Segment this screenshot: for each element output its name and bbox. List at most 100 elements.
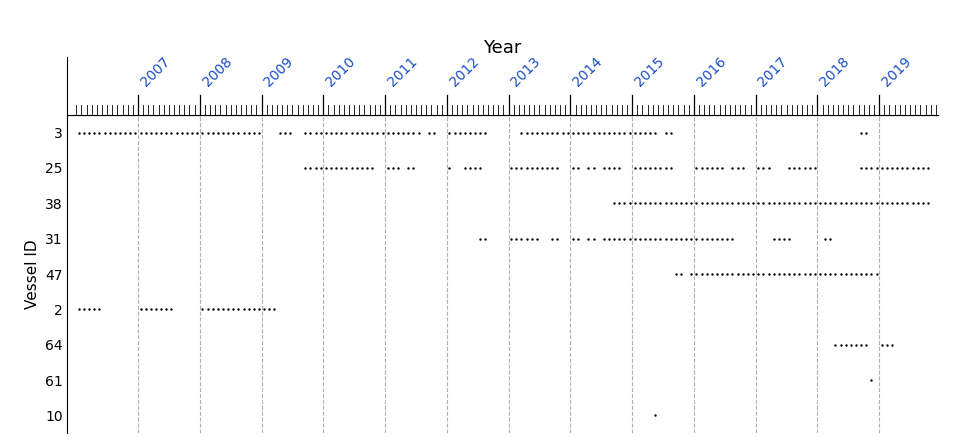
Point	[524, 235, 540, 242]
Point	[817, 271, 833, 278]
Point	[524, 129, 540, 136]
Point	[406, 164, 421, 171]
Point	[349, 129, 365, 136]
Point	[473, 164, 488, 171]
Point	[843, 271, 858, 278]
Point	[657, 200, 673, 207]
Point	[97, 129, 112, 136]
Point	[910, 200, 925, 207]
Point	[715, 200, 730, 207]
Point	[596, 129, 612, 136]
Point	[648, 412, 663, 419]
Point	[211, 129, 226, 136]
Point	[741, 271, 756, 278]
Point	[776, 235, 791, 242]
Point	[766, 200, 781, 207]
Point	[653, 235, 668, 242]
Point	[890, 200, 905, 207]
Point	[612, 235, 627, 242]
Point	[642, 164, 657, 171]
Point	[360, 164, 375, 171]
Point	[81, 306, 97, 313]
Point	[709, 200, 724, 207]
Point	[616, 235, 632, 242]
Point	[627, 200, 642, 207]
Point	[473, 129, 488, 136]
Point	[633, 129, 648, 136]
Point	[596, 164, 612, 171]
Point	[787, 164, 802, 171]
Point	[761, 200, 776, 207]
Point	[679, 235, 694, 242]
Point	[328, 164, 344, 171]
Point	[369, 129, 385, 136]
Point	[746, 271, 761, 278]
Point	[787, 200, 802, 207]
Point	[657, 129, 673, 136]
Point	[653, 200, 668, 207]
Point	[648, 200, 663, 207]
Point	[334, 129, 349, 136]
Point	[467, 129, 482, 136]
Point	[509, 235, 524, 242]
Point	[570, 235, 586, 242]
Point	[648, 164, 663, 171]
Point	[797, 271, 812, 278]
Point	[252, 129, 267, 136]
Point	[828, 200, 843, 207]
Point	[700, 235, 715, 242]
Point	[787, 271, 802, 278]
Point	[771, 200, 787, 207]
Point	[231, 306, 246, 313]
Point	[278, 129, 293, 136]
Point	[514, 129, 529, 136]
Point	[401, 164, 416, 171]
Point	[642, 200, 657, 207]
Point	[735, 164, 750, 171]
Point	[570, 164, 586, 171]
Point	[884, 200, 900, 207]
Point	[612, 164, 627, 171]
Point	[750, 200, 766, 207]
Point	[375, 129, 390, 136]
Point	[756, 271, 771, 278]
Point	[905, 164, 921, 171]
Point	[874, 341, 889, 348]
Point	[252, 306, 267, 313]
Point	[730, 200, 746, 207]
Point	[668, 235, 683, 242]
Point	[858, 164, 874, 171]
Point	[467, 164, 482, 171]
Point	[138, 129, 153, 136]
Point	[164, 306, 179, 313]
Point	[401, 129, 416, 136]
Point	[807, 271, 822, 278]
Point	[92, 129, 107, 136]
Point	[890, 164, 905, 171]
Point	[591, 129, 607, 136]
Point	[709, 164, 724, 171]
Point	[730, 164, 746, 171]
Point	[87, 306, 102, 313]
Point	[637, 235, 653, 242]
Point	[674, 200, 689, 207]
Point	[700, 271, 715, 278]
Point	[174, 129, 189, 136]
Point	[833, 200, 848, 207]
Point	[900, 200, 915, 207]
Point	[921, 164, 936, 171]
Point	[915, 200, 930, 207]
Point	[689, 164, 704, 171]
Point	[704, 271, 720, 278]
Point	[226, 306, 241, 313]
Point	[144, 129, 159, 136]
Point	[776, 271, 791, 278]
Point	[766, 235, 781, 242]
Point	[215, 129, 231, 136]
Point	[550, 164, 566, 171]
Point	[601, 164, 616, 171]
Point	[694, 235, 709, 242]
Point	[241, 306, 256, 313]
Point	[843, 341, 858, 348]
Point	[313, 129, 328, 136]
